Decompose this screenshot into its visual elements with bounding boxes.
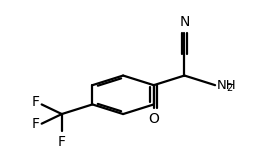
Text: F: F (58, 135, 66, 149)
Text: F: F (32, 95, 40, 109)
Text: F: F (32, 117, 40, 131)
Text: O: O (148, 112, 159, 126)
Text: N: N (179, 15, 190, 29)
Text: NH: NH (217, 79, 237, 92)
Text: 2: 2 (227, 83, 233, 93)
